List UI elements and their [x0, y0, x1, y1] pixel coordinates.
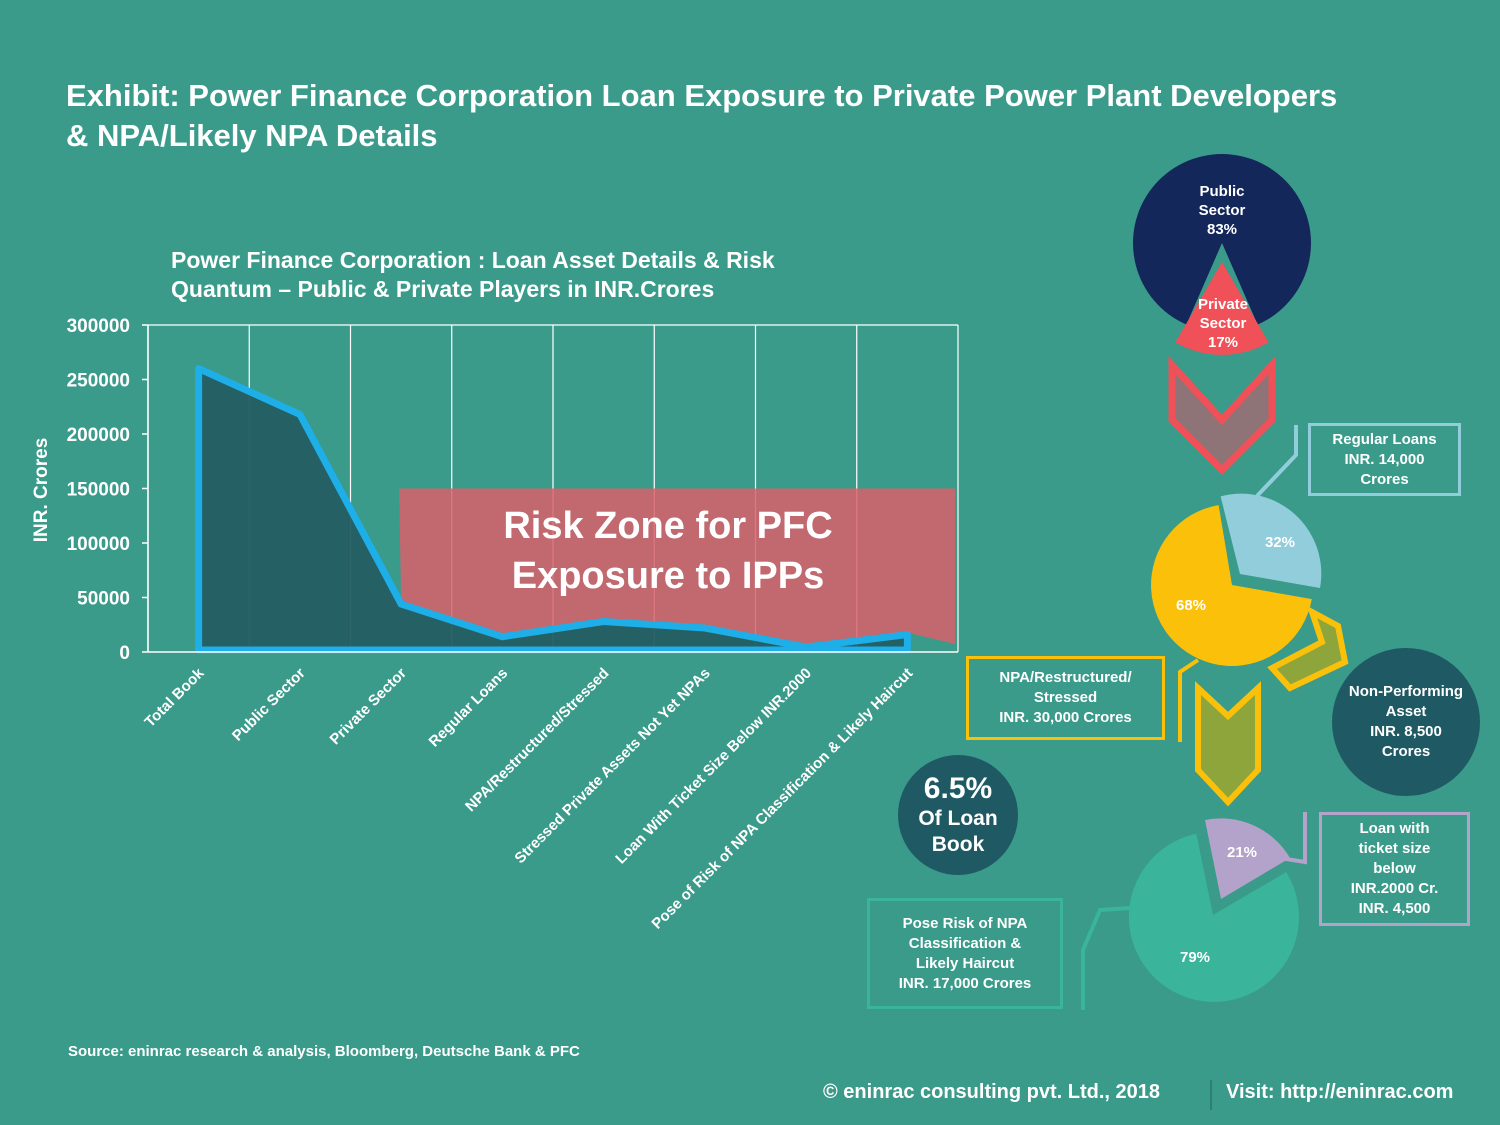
non-performing-line1: Non-Performing — [1348, 683, 1464, 700]
data-point — [701, 625, 708, 632]
regular-loans-callout-line2: INR. 14,000 — [1344, 450, 1425, 468]
chart-title: Power Finance Corporation : Loan Asset D… — [171, 246, 891, 304]
y-tick-label: 300000 — [67, 316, 130, 337]
ticket-connector — [1279, 812, 1307, 865]
npa-restructured-callout-line1: NPA/Restructured/ — [999, 669, 1132, 686]
chart-title-line1: Power Finance Corporation : Loan Asset D… — [171, 247, 775, 273]
pie-slice-private-sector — [1175, 262, 1269, 355]
y-tick-label: 50000 — [77, 589, 130, 610]
pose-risk-callout-line3: Likely Haircut — [915, 954, 1015, 972]
public-sector-label-line1: Public — [1199, 182, 1245, 200]
private-sector-label-line2: Sector — [1199, 314, 1247, 332]
y-tick-label: 200000 — [67, 425, 130, 446]
pose-risk-connector — [1081, 906, 1131, 1010]
npa-connector — [1178, 658, 1200, 742]
data-point — [195, 365, 202, 372]
chart-title-line2: Quantum – Public & Private Players in IN… — [171, 276, 715, 302]
olive-down-arrow-icon — [1195, 681, 1261, 807]
pie-slice-regular-loans — [1220, 493, 1322, 588]
npa-restructured-callout-line2: Stressed — [1033, 689, 1098, 706]
non-performing-line2: Asset — [1385, 703, 1427, 720]
data-point — [600, 618, 607, 625]
regular-loans-callout-line3: Crores — [1360, 470, 1409, 488]
pose-risk-callout-line4: INR. 17,000 Crores — [898, 974, 1032, 992]
page-title-line1: Exhibit: Power Finance Corporation Loan … — [66, 78, 1338, 113]
pie-slice-npa-restructured — [1151, 505, 1312, 666]
loan-book-line1: Of Loan — [918, 807, 998, 830]
page-title: Exhibit: Power Finance Corporation Loan … — [66, 76, 1466, 156]
npa-restructured-callout: NPA/Restructured/ Stressed INR. 30,000 C… — [966, 656, 1165, 740]
y-tick-label: 250000 — [67, 371, 130, 392]
sector-pie — [1133, 154, 1311, 355]
risk-zone-band — [399, 488, 955, 646]
page-title-line2: & NPA/Likely NPA Details — [66, 118, 438, 153]
source-note: Source: eninrac research & analysis, Blo… — [68, 1043, 580, 1060]
chart-area-layer — [198, 368, 908, 652]
loan-asset-chart: 300000250000200000150000100000500000Tota… — [31, 316, 959, 933]
npa-restructured-callout-line3: INR. 30,000 Crores — [999, 709, 1132, 726]
ticket-size-callout-line5: INR. 4,500 — [1358, 900, 1431, 917]
yellow-chevron-icon — [1267, 605, 1349, 692]
private-split-pie — [1151, 493, 1322, 666]
loan-area-fill — [198, 368, 908, 652]
risk-zone-text-line1: Risk Zone for PFC — [503, 505, 832, 547]
ticket-below-pct-label: 21% — [1226, 844, 1258, 861]
y-tick-label: 0 — [119, 643, 130, 664]
data-point — [398, 601, 405, 608]
loan-book-pct: 6.5% — [923, 772, 993, 805]
ticket-size-callout-line2: ticket size — [1358, 840, 1431, 857]
loan-book-circle: 6.5% Of Loan Book — [898, 755, 1018, 875]
pie-slice-pose-risk — [1128, 833, 1299, 1002]
private-sector-label-line1: Private — [1197, 295, 1249, 313]
data-point — [904, 631, 911, 638]
pie-slice-public-sector — [1133, 154, 1311, 325]
regular-loans-callout: Regular Loans INR. 14,000 Crores — [1308, 423, 1461, 496]
data-point — [296, 411, 303, 418]
regular-loans-connector — [1255, 425, 1298, 498]
visit-link[interactable]: Visit: http://eninrac.com — [1226, 1081, 1454, 1103]
data-point — [499, 633, 506, 640]
pose-risk-pct-label: 79% — [1179, 949, 1211, 966]
private-sector-label: Private Sector 17% — [1173, 294, 1273, 352]
pie-slice-ticket-below — [1205, 818, 1290, 899]
loan-book-line2: Book — [931, 833, 985, 856]
y-axis-label: INR. Crores — [31, 438, 52, 543]
risk-zone-text-line2: Exposure to IPPs — [512, 555, 825, 597]
non-performing-asset-circle: Non-Performing Asset INR. 8,500 Crores — [1332, 648, 1480, 796]
npa-split-pie — [1128, 818, 1299, 1002]
pose-risk-callout-line2: Classification & — [908, 934, 1022, 952]
ticket-size-callout-line1: Loan with — [1359, 820, 1430, 837]
public-sector-label: Public Sector 83% — [1172, 180, 1272, 240]
ticket-size-callout-line4: INR.2000 Cr. — [1350, 880, 1439, 897]
risk-zone-layer — [399, 488, 955, 646]
regular-loans-callout-line1: Regular Loans — [1332, 430, 1437, 448]
y-tick-label: 100000 — [67, 534, 130, 555]
npa-restructured-pct-label: 68% — [1175, 597, 1207, 614]
public-sector-label-line2: Sector — [1198, 201, 1246, 219]
ticket-size-callout: Loan with ticket size below INR.2000 Cr.… — [1319, 812, 1470, 926]
footer-divider — [1210, 1080, 1212, 1110]
pose-risk-callout-line1: Pose Risk of NPA — [902, 914, 1028, 932]
data-point — [803, 644, 810, 651]
ticket-size-callout-line3: below — [1373, 860, 1416, 877]
non-performing-line3: INR. 8,500 — [1370, 723, 1442, 740]
private-sector-label-line3: 17% — [1207, 333, 1239, 351]
copyright-text: © eninrac consulting pvt. Ltd., 2018 — [823, 1081, 1161, 1103]
public-sector-label-line3: 83% — [1206, 220, 1238, 238]
y-tick-label: 150000 — [67, 480, 130, 501]
down-chevron-icon — [1168, 355, 1276, 475]
non-performing-line4: Crores — [1381, 743, 1431, 760]
chart-line-layer — [195, 365, 911, 654]
pose-risk-callout: Pose Risk of NPA Classification & Likely… — [867, 898, 1063, 1009]
regular-loans-pct-label: 32% — [1264, 534, 1296, 551]
